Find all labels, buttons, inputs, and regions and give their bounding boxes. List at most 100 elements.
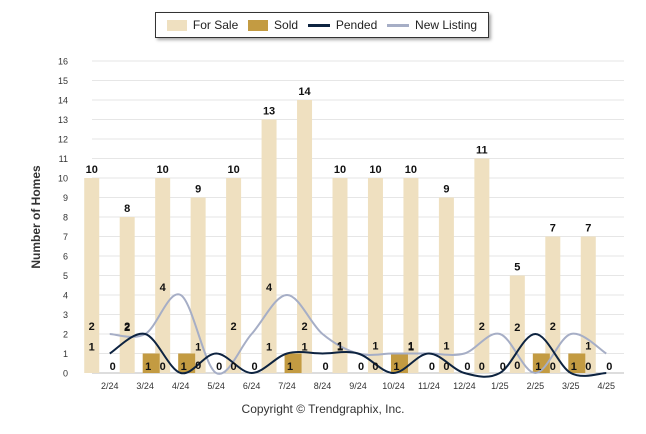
label-sold-14: 0 <box>606 361 612 373</box>
y-tick-label-7: 7 <box>63 232 68 242</box>
bar-for-sale-5 <box>261 119 277 373</box>
bar-for-sale-13 <box>545 236 561 373</box>
label-for-sale-6: 14 <box>298 86 311 98</box>
bar-for-sale-4 <box>226 178 242 373</box>
legend-item-new-listing: New Listing <box>387 18 477 32</box>
legend-item-sold: Sold <box>248 18 298 32</box>
label-new-listing-11: 2 <box>479 321 485 333</box>
x-tick-label-2: 4/24 <box>172 381 190 391</box>
x-tick-label-11: 1/25 <box>491 381 509 391</box>
x-tick-label-0: 2/24 <box>101 381 119 391</box>
legend-label-new-listing: New Listing <box>415 18 478 32</box>
label-new-listing-1: 2 <box>124 321 130 333</box>
chart-legend: For Sale Sold Pended New Listing <box>155 12 489 38</box>
x-tick-label-14: 4/25 <box>598 381 616 391</box>
label-new-listing-14: 1 <box>585 341 591 353</box>
label-for-sale-8: 10 <box>369 164 381 176</box>
x-tick-label-10: 12/24 <box>453 381 476 391</box>
legend-swatch-pended <box>307 23 330 27</box>
label-new-listing-2: 4 <box>160 282 167 294</box>
label-sold-6: 0 <box>322 361 328 373</box>
bar-sold-1 <box>142 353 160 373</box>
label-pended-11: 0 <box>479 361 485 373</box>
label-new-listing-0: 2 <box>89 321 95 333</box>
line-pended <box>109 332 607 378</box>
label-new-listing-9: 1 <box>408 341 414 353</box>
x-axis-ticks: 2/24 3/24 4/24 5/24 6/24 7/24 8/24 9/24 10/24 11/… <box>101 381 615 391</box>
bar-for-sale-10 <box>438 197 454 373</box>
x-tick-label-1: 3/24 <box>136 381 154 391</box>
y-tick-label-8: 8 <box>63 213 68 223</box>
label-pended-10: 0 <box>443 361 449 373</box>
bar-for-sale-14 <box>580 236 596 373</box>
x-tick-label-4: 6/24 <box>243 381 261 391</box>
label-pended-6: 1 <box>301 342 307 354</box>
x-tick-label-9: 11/24 <box>418 381 440 391</box>
y-tick-label-5: 5 <box>63 271 68 281</box>
x-tick-label-12: 2/25 <box>527 381 545 391</box>
bar-for-sale-0 <box>84 178 100 373</box>
y-tick-label-11: 11 <box>59 154 68 164</box>
bar-for-sale-9 <box>403 178 419 373</box>
bar-for-sale-11 <box>474 158 490 373</box>
label-for-sale-5: 13 <box>263 106 275 118</box>
bar-for-sale-3 <box>190 197 206 373</box>
label-for-sale-4: 10 <box>227 164 239 176</box>
copyright-text: Copyright © Trendgraphix, Inc. <box>241 402 405 416</box>
label-sold-7: 0 <box>358 361 364 373</box>
y-axis-title: Number of Homes <box>29 165 43 269</box>
label-for-sale-12: 5 <box>514 262 520 274</box>
label-sold-5: 1 <box>287 361 293 373</box>
label-sold-8: 1 <box>393 361 399 373</box>
lines <box>109 293 607 378</box>
label-sold-11: 0 <box>500 361 506 373</box>
y-tick-label-10: 10 <box>58 174 68 184</box>
label-pended-9: 1 <box>408 342 414 354</box>
bar-sold-2 <box>178 353 196 373</box>
label-for-sale-7: 10 <box>334 164 346 176</box>
bar-sold-13 <box>568 353 586 373</box>
label-sold-12: 1 <box>535 361 541 373</box>
y-tick-label-12: 12 <box>58 135 68 145</box>
legend-label-for-sale: For Sale <box>192 18 239 32</box>
label-pended-7: 1 <box>337 342 343 354</box>
label-new-listing-6: 2 <box>301 321 307 333</box>
bar-for-sale-8 <box>367 178 383 373</box>
label-sold-1: 1 <box>145 361 151 373</box>
legend-swatch-new-listing <box>387 23 410 27</box>
label-for-sale-11: 11 <box>476 145 488 157</box>
x-tick-label-7: 9/24 <box>349 381 367 391</box>
legend-item-for-sale: For Sale <box>166 18 239 32</box>
y-tick-label-13: 13 <box>58 115 68 125</box>
label-for-sale-13: 7 <box>550 223 556 235</box>
legend-swatch-for-sale <box>166 19 187 31</box>
label-new-listing-7: 1 <box>337 341 343 353</box>
grid-lines <box>92 60 624 374</box>
label-pended-13: 0 <box>550 361 556 373</box>
y-tick-label-6: 6 <box>63 252 68 262</box>
label-new-listing-12: 0 <box>514 360 520 372</box>
legend-label-sold: Sold <box>274 18 299 32</box>
label-pended-14: 0 <box>585 361 591 373</box>
label-new-listing-5: 4 <box>266 282 273 294</box>
label-new-listing-3: 0 <box>195 360 201 372</box>
label-pended-12: 2 <box>514 322 520 334</box>
x-tick-label-3: 5/24 <box>207 381 225 391</box>
label-sold-4: 0 <box>252 361 258 373</box>
x-tick-label-6: 8/24 <box>314 381 332 391</box>
label-sold-10: 0 <box>464 361 470 373</box>
label-pended-2: 0 <box>160 361 166 373</box>
label-for-sale-1: 8 <box>124 203 130 215</box>
y-tick-label-14: 14 <box>58 96 68 106</box>
y-tick-label-9: 9 <box>63 193 68 203</box>
label-sold-13: 1 <box>571 361 577 373</box>
label-pended-5: 1 <box>266 342 272 354</box>
bars <box>84 100 596 373</box>
legend-label-pended: Pended <box>335 18 378 32</box>
label-sold-2: 1 <box>181 361 187 373</box>
y-tick-label-4: 4 <box>63 291 68 301</box>
label-pended-1: 2 <box>124 322 130 334</box>
bar-sold-12 <box>532 353 550 373</box>
